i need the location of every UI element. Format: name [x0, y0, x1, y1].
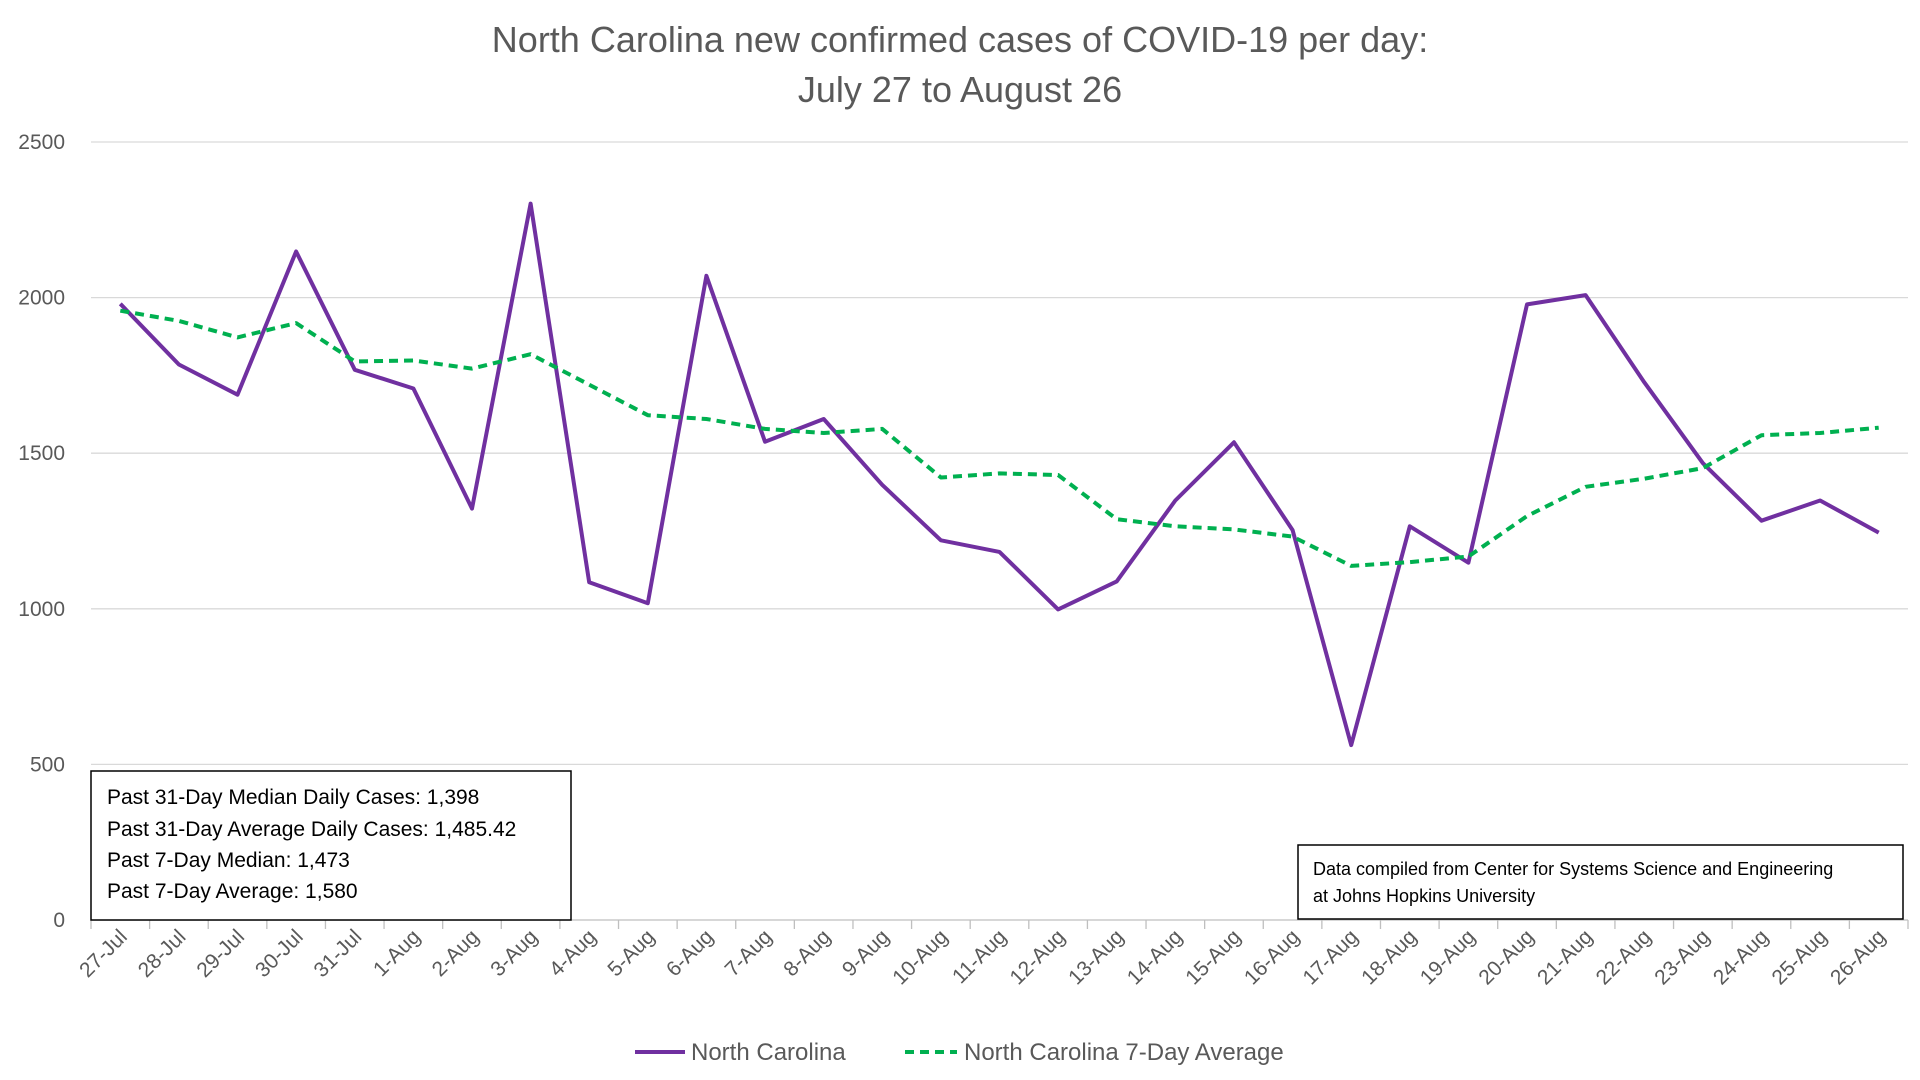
- stats-line: Past 31-Day Average Daily Cases: 1,485.4…: [107, 818, 516, 841]
- source-box: Data compiled from Center for Systems Sc…: [1297, 844, 1904, 920]
- x-tick-label: 5-Aug: [603, 925, 659, 981]
- x-axis-ticks: 27-Jul 28-Jul 29-Jul 30-Jul 31-Jul 1-Aug 2-Aug…: [75, 920, 1909, 989]
- x-tick-label: 21-Aug: [1533, 925, 1597, 989]
- x-tick-label: 2-Aug: [428, 925, 484, 981]
- x-tick-label: 19-Aug: [1416, 925, 1480, 989]
- x-tick-label: 28-Jul: [134, 925, 191, 982]
- x-tick-label: 22-Aug: [1592, 925, 1656, 989]
- chart-title: North Carolina new confirmed cases of CO…: [492, 19, 1428, 60]
- x-tick-label: 29-Jul: [192, 925, 249, 982]
- legend-label-7-day-average: North Carolina 7-Day Average: [964, 1039, 1284, 1066]
- x-tick-label: 13-Aug: [1064, 925, 1128, 989]
- x-tick-label: 16-Aug: [1240, 925, 1304, 989]
- x-tick-label: 12-Aug: [1006, 925, 1070, 989]
- x-tick-label: 30-Jul: [251, 925, 308, 982]
- x-tick-label: 24-Aug: [1709, 925, 1773, 989]
- series-line-7-day-average: [119, 308, 1879, 568]
- x-tick-label: 26-Aug: [1826, 925, 1890, 989]
- x-tick-label: 11-Aug: [948, 925, 1011, 988]
- x-tick-label: 9-Aug: [838, 925, 894, 981]
- source-line: at Johns Hopkins University: [1313, 886, 1535, 906]
- x-tick-label: 17-Aug: [1299, 925, 1363, 989]
- x-tick-label: 14-Aug: [1123, 925, 1187, 989]
- x-tick-label: 1-Aug: [369, 925, 425, 981]
- stats-line: Past 7-Day Average: 1,580: [107, 880, 358, 903]
- y-axis-ticks: 0 500 1000 1500 2000 2500: [18, 131, 65, 932]
- x-tick-label: 20-Aug: [1474, 925, 1538, 989]
- legend-label-north-carolina: North Carolina: [691, 1039, 846, 1066]
- stats-line: Past 31-Day Median Daily Cases: 1,398: [107, 786, 479, 809]
- x-tick-label: 4-Aug: [545, 925, 601, 981]
- gridlines: [91, 141, 1908, 921]
- source-box-frame: [1297, 844, 1904, 920]
- x-tick-label: 10-Aug: [888, 925, 952, 989]
- x-tick-label: 31-Jul: [310, 925, 367, 982]
- x-tick-label: 6-Aug: [662, 925, 718, 981]
- series-lines: [118, 201, 1880, 748]
- stats-box-frame: [90, 770, 572, 921]
- x-tick-label: 18-Aug: [1357, 925, 1421, 989]
- x-tick-label: 23-Aug: [1650, 925, 1714, 989]
- y-tick-label: 0: [53, 909, 65, 932]
- y-tick-label: 1500: [18, 442, 65, 465]
- y-tick-label: 2000: [18, 287, 65, 310]
- x-tick-label: 27-Jul: [75, 925, 132, 982]
- chart-subtitle: July 27 to August 26: [798, 69, 1122, 110]
- x-tick-label: 15-Aug: [1181, 925, 1245, 989]
- x-tick-label: 8-Aug: [779, 925, 835, 981]
- source-line: Data compiled from Center for Systems Sc…: [1313, 859, 1833, 879]
- x-tick-label: 3-Aug: [486, 925, 542, 981]
- legend: North Carolina North Carolina 7-Day Aver…: [635, 1039, 1284, 1066]
- stats-box: Past 31-Day Median Daily Cases: 1,398 Pa…: [90, 770, 572, 921]
- x-tick-label: 7-Aug: [721, 925, 777, 981]
- y-tick-label: 500: [30, 753, 65, 776]
- x-tick-label: 25-Aug: [1767, 925, 1831, 989]
- y-tick-label: 1000: [18, 598, 65, 621]
- y-tick-label: 2500: [18, 131, 65, 154]
- stats-line: Past 7-Day Median: 1,473: [107, 849, 350, 872]
